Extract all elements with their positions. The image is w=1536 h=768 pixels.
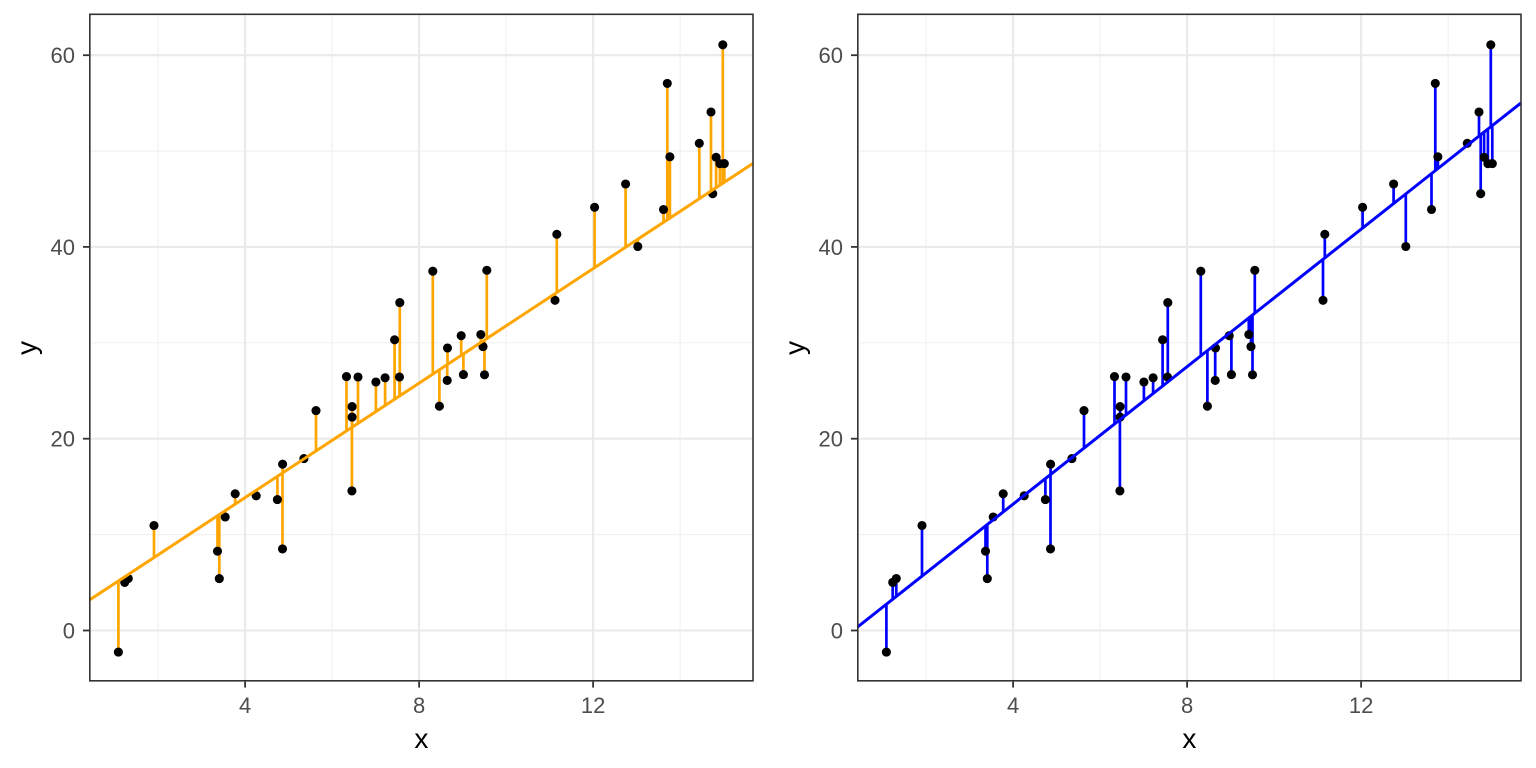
- svg-text:12: 12: [581, 693, 605, 718]
- svg-text:0: 0: [831, 619, 843, 644]
- svg-text:40: 40: [51, 235, 75, 260]
- svg-text:y: y: [779, 341, 810, 355]
- svg-text:8: 8: [413, 693, 425, 718]
- svg-text:0: 0: [63, 619, 75, 644]
- svg-text:x: x: [1182, 723, 1196, 754]
- svg-text:4: 4: [1007, 693, 1019, 718]
- svg-text:60: 60: [51, 43, 75, 68]
- svg-text:20: 20: [51, 427, 75, 452]
- svg-text:8: 8: [1181, 693, 1193, 718]
- svg-text:x: x: [414, 723, 428, 754]
- svg-text:12: 12: [1349, 693, 1373, 718]
- svg-text:4: 4: [239, 693, 251, 718]
- svg-text:40: 40: [819, 235, 843, 260]
- svg-text:60: 60: [819, 43, 843, 68]
- svg-text:y: y: [11, 341, 42, 355]
- svg-text:20: 20: [819, 427, 843, 452]
